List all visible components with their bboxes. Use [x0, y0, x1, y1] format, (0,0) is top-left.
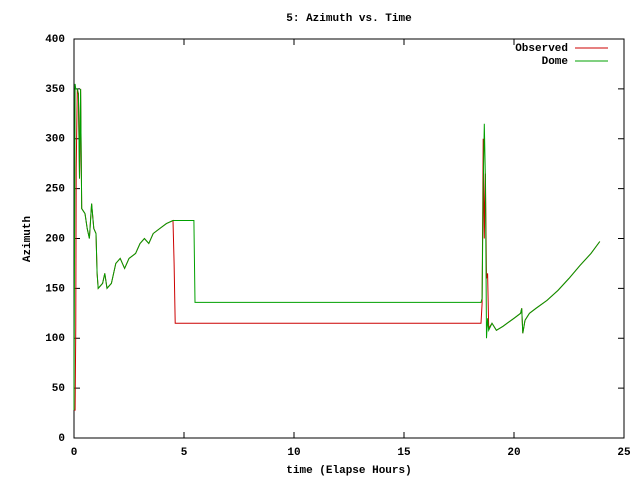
y-tick-label: 400: [45, 34, 65, 46]
y-tick-label: 0: [58, 433, 65, 445]
x-tick-label: 5: [181, 447, 188, 459]
y-tick-label: 150: [45, 283, 65, 295]
y-tick-label: 50: [52, 383, 65, 395]
data-line: [74, 88, 601, 411]
data-line: [73, 83, 601, 411]
y-tick-label: 200: [45, 233, 65, 245]
y-tick-label: 350: [45, 84, 65, 96]
x-axis-label: time (Elapse Hours): [286, 465, 411, 477]
x-tick-label: 10: [287, 447, 300, 459]
y-axis-label: Azimuth: [22, 216, 34, 262]
legend-label: Observed: [515, 43, 568, 55]
legend-label: Dome: [542, 56, 569, 68]
chart-title: 5: Azimuth vs. Time: [286, 13, 412, 25]
x-tick-label: 20: [507, 447, 520, 459]
y-tick-label: 300: [45, 134, 65, 146]
y-tick-label: 250: [45, 184, 65, 196]
plot-frame: [73, 38, 625, 439]
y-tick-label: 100: [45, 333, 65, 345]
x-tick-label: 0: [71, 447, 78, 459]
x-tick-label: 15: [397, 447, 411, 459]
x-tick-label: 25: [617, 447, 631, 459]
